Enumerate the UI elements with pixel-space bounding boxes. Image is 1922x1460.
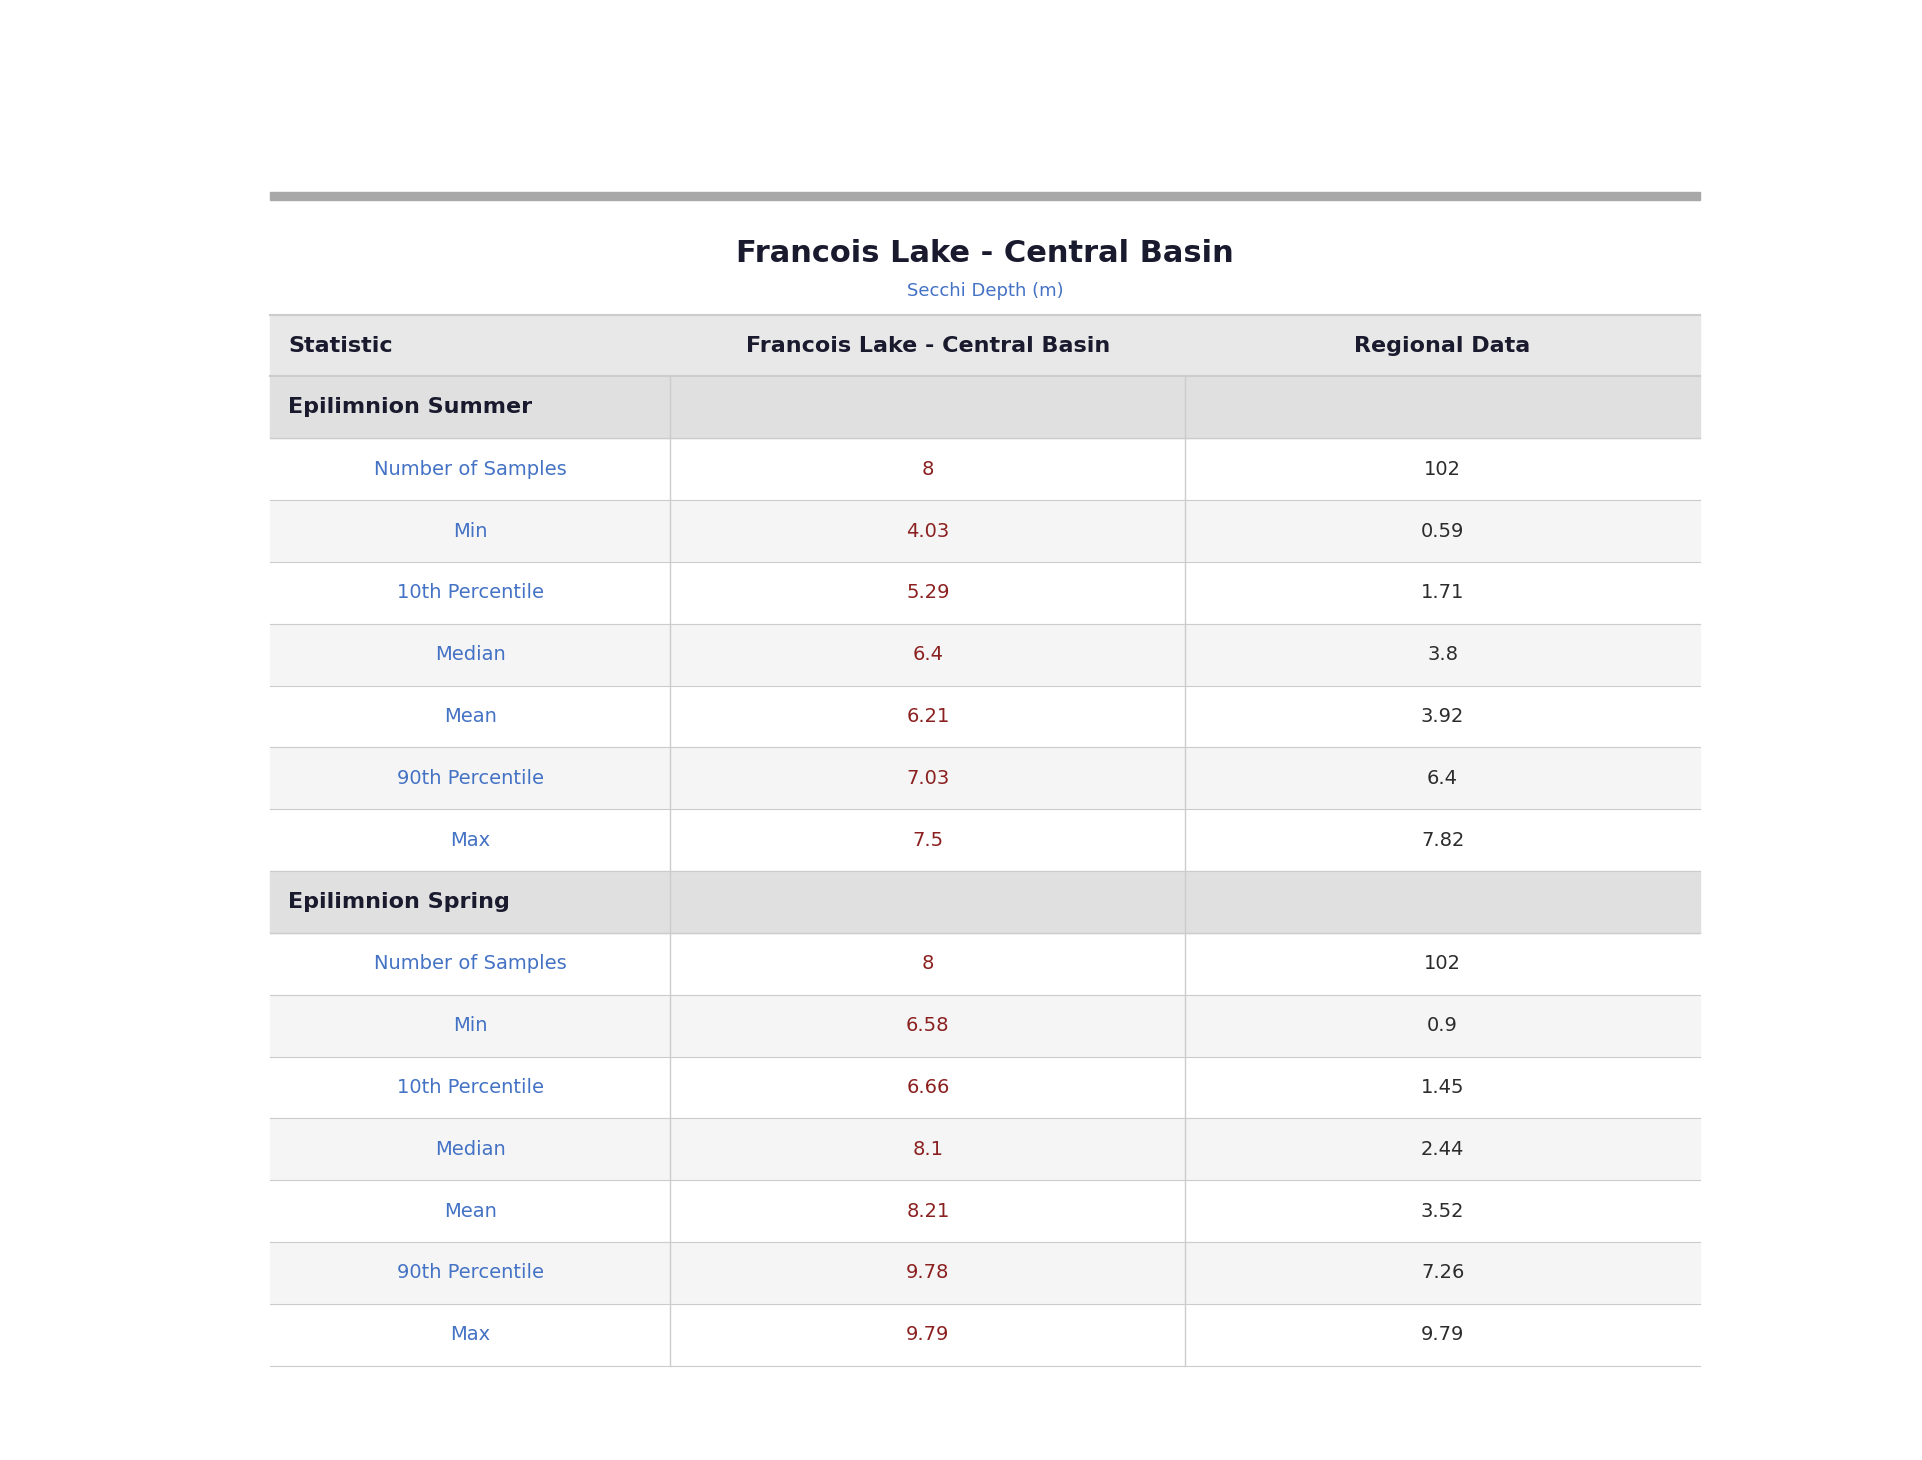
- Text: 9.79: 9.79: [1420, 1326, 1465, 1345]
- Bar: [269, 872, 1699, 933]
- Text: 90th Percentile: 90th Percentile: [396, 769, 544, 788]
- Text: 0.59: 0.59: [1420, 521, 1465, 540]
- Text: 4.03: 4.03: [905, 521, 949, 540]
- Text: 6.66: 6.66: [905, 1077, 949, 1096]
- Text: Max: Max: [450, 1326, 490, 1345]
- Text: 3.8: 3.8: [1428, 645, 1459, 664]
- Bar: [269, 438, 1699, 501]
- Text: Statistic: Statistic: [288, 336, 392, 356]
- Text: 6.21: 6.21: [905, 707, 949, 726]
- Text: 2.44: 2.44: [1420, 1140, 1465, 1159]
- Text: Mean: Mean: [444, 1202, 496, 1221]
- Bar: [269, 809, 1699, 872]
- Text: 7.5: 7.5: [913, 831, 944, 850]
- Text: 102: 102: [1424, 955, 1461, 974]
- Bar: [269, 1304, 1699, 1365]
- Text: 102: 102: [1424, 460, 1461, 479]
- Bar: [269, 686, 1699, 748]
- Text: 3.52: 3.52: [1420, 1202, 1465, 1221]
- Text: 9.79: 9.79: [905, 1326, 949, 1345]
- Text: Min: Min: [454, 521, 488, 540]
- Text: Regional Data: Regional Data: [1355, 336, 1530, 356]
- Text: 7.03: 7.03: [905, 769, 949, 788]
- Bar: [269, 1118, 1699, 1180]
- Bar: [269, 314, 1699, 377]
- Text: 0.9: 0.9: [1428, 1016, 1459, 1035]
- Bar: [269, 933, 1699, 994]
- Text: Number of Samples: Number of Samples: [375, 955, 567, 974]
- Bar: [269, 1057, 1699, 1118]
- Text: Median: Median: [434, 1140, 505, 1159]
- Text: 8: 8: [923, 955, 934, 974]
- Bar: [269, 562, 1699, 623]
- Bar: [269, 193, 1699, 200]
- Text: 6.4: 6.4: [913, 645, 944, 664]
- Text: 1.45: 1.45: [1420, 1077, 1465, 1096]
- Text: Number of Samples: Number of Samples: [375, 460, 567, 479]
- Text: Francois Lake - Central Basin: Francois Lake - Central Basin: [736, 239, 1234, 269]
- Text: Secchi Depth (m): Secchi Depth (m): [907, 282, 1063, 299]
- Text: 8.21: 8.21: [905, 1202, 949, 1221]
- Text: 6.58: 6.58: [905, 1016, 949, 1035]
- Text: Epilimnion Summer: Epilimnion Summer: [288, 397, 532, 418]
- Text: 7.82: 7.82: [1420, 831, 1465, 850]
- Text: 9.78: 9.78: [905, 1263, 949, 1282]
- Text: 5.29: 5.29: [905, 584, 949, 603]
- Text: Min: Min: [454, 1016, 488, 1035]
- Text: 1.71: 1.71: [1420, 584, 1465, 603]
- Text: 10th Percentile: 10th Percentile: [396, 1077, 544, 1096]
- Text: Mean: Mean: [444, 707, 496, 726]
- Bar: [269, 994, 1699, 1057]
- Bar: [269, 748, 1699, 809]
- Text: Epilimnion Spring: Epilimnion Spring: [288, 892, 509, 912]
- Bar: [269, 377, 1699, 438]
- Text: 10th Percentile: 10th Percentile: [396, 584, 544, 603]
- Text: 8: 8: [923, 460, 934, 479]
- Text: 6.4: 6.4: [1428, 769, 1459, 788]
- Text: 8.1: 8.1: [913, 1140, 944, 1159]
- Bar: [269, 623, 1699, 686]
- Text: 3.92: 3.92: [1420, 707, 1465, 726]
- Bar: [269, 1180, 1699, 1242]
- Text: Median: Median: [434, 645, 505, 664]
- Text: 7.26: 7.26: [1420, 1263, 1465, 1282]
- Bar: [269, 501, 1699, 562]
- Bar: [269, 1242, 1699, 1304]
- Text: Max: Max: [450, 831, 490, 850]
- Text: 90th Percentile: 90th Percentile: [396, 1263, 544, 1282]
- Text: Francois Lake - Central Basin: Francois Lake - Central Basin: [746, 336, 1109, 356]
